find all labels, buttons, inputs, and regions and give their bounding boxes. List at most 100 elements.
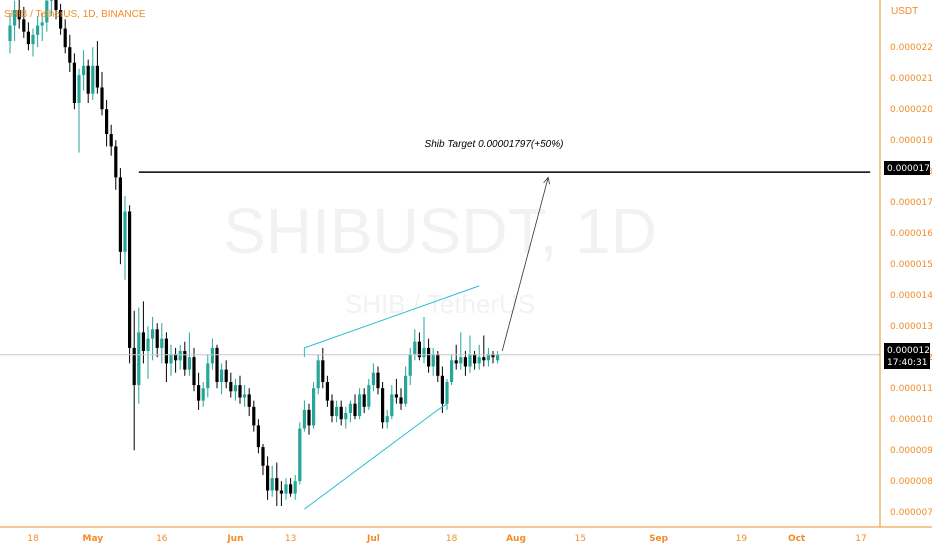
- candle-body: [270, 478, 274, 491]
- candle-body: [59, 10, 63, 29]
- candle-body: [82, 65, 86, 76]
- candle-body: [491, 354, 495, 358]
- candle-body: [100, 87, 104, 110]
- watermark: SHIBUSDT, 1D SHIB / TetherUS: [223, 195, 657, 319]
- time-axis-tick-label: May: [82, 534, 103, 544]
- candle-body: [247, 394, 251, 407]
- candles: [8, 0, 500, 506]
- candle-body: [436, 354, 440, 376]
- price-axis-tick-label: 0.00001700: [890, 198, 932, 208]
- candle-body: [261, 447, 265, 466]
- time-axis-tick-label: 18: [446, 534, 458, 544]
- candle-body: [105, 109, 109, 134]
- candle-body: [404, 375, 408, 404]
- candle-body: [155, 329, 159, 348]
- candle-body: [252, 406, 256, 426]
- currency-label: USDT: [891, 6, 919, 17]
- time-axis[interactable]: 18 May 16 Jun 13 Jul 18 Aug 15 Sep 19 Oct 17: [27, 534, 866, 544]
- candle-body: [109, 134, 113, 147]
- candle-body: [486, 354, 490, 361]
- price-axis-tick-label: 0.00002100: [890, 74, 932, 84]
- price-axis[interactable]: 0.00000700 0.00000800 0.00000900 0.00001000…: [890, 43, 932, 518]
- time-axis-tick-label: 17: [855, 534, 866, 544]
- candle-body: [178, 351, 182, 361]
- price-axis-tick-label: 0.00001500: [890, 260, 932, 270]
- time-axis-tick-label: Oct: [788, 534, 806, 544]
- candle-body: [17, 10, 21, 20]
- wedge-upper-trendline[interactable]: [303, 285, 480, 358]
- candle-body: [339, 406, 343, 420]
- drawings[interactable]: [0, 171, 880, 510]
- candle-body: [26, 31, 30, 45]
- candle-body: [482, 357, 486, 361]
- watermark-symbol: SHIBUSDT, 1D: [223, 195, 657, 267]
- candle-body: [174, 354, 178, 361]
- price-axis-tick-label: 0.00001000: [890, 415, 932, 425]
- current-price-tag-text: 0.00001208: [887, 346, 932, 356]
- candle-body: [302, 409, 306, 429]
- candle-body: [371, 372, 375, 386]
- target-price-tag-text: 0.00001797: [887, 164, 932, 174]
- candle-body: [431, 354, 435, 367]
- candle-body: [137, 332, 141, 386]
- candle-body: [13, 10, 17, 26]
- candle-body: [141, 332, 145, 351]
- candle-body: [385, 416, 389, 423]
- candle-body: [31, 34, 35, 45]
- projection-arrow[interactable]: [501, 177, 549, 352]
- candle-body: [206, 363, 210, 389]
- candle-body: [238, 385, 242, 398]
- wedge-lower-trendline[interactable]: [304, 403, 448, 510]
- candle-body: [197, 385, 201, 401]
- time-axis-tick-label: Jun: [226, 534, 243, 544]
- candle-body: [468, 354, 472, 367]
- candle-body: [316, 360, 320, 389]
- candle-body: [8, 25, 12, 41]
- candle-body: [123, 211, 127, 252]
- candle-body: [192, 357, 196, 386]
- candle-body: [390, 394, 394, 417]
- candle-body: [22, 19, 26, 32]
- candle-body: [40, 22, 44, 26]
- price-axis-tick-label: 0.00001100: [890, 384, 932, 394]
- target-annotation[interactable]: Shib Target 0.00001797(+50%): [425, 139, 564, 150]
- candle-body: [45, 0, 49, 23]
- candle-body: [376, 372, 380, 389]
- candle-body: [463, 357, 467, 367]
- candle-body: [348, 403, 352, 413]
- candle-body: [473, 354, 477, 364]
- candle-body: [367, 385, 371, 407]
- symbol-label[interactable]: SHIB / TetherUS, 1D, BINANCE: [4, 9, 146, 20]
- candle-body: [496, 354, 500, 361]
- price-axis-tick-label: 0.00001300: [890, 322, 932, 332]
- time-axis-tick-label: Jul: [366, 534, 380, 544]
- current-price-tag: [884, 343, 930, 369]
- candle-body: [49, 0, 53, 1]
- candle-body: [243, 394, 247, 398]
- price-axis-tick-label: 0.00000700: [890, 508, 932, 518]
- candle-body: [344, 413, 348, 420]
- price-axis-tick-label: 0.00001400: [890, 291, 932, 301]
- time-axis-tick-label: 19: [736, 534, 748, 544]
- price-axis-tick-label: 0.00000800: [890, 477, 932, 487]
- candle-body: [275, 478, 279, 491]
- time-axis-tick-label: 16: [156, 534, 168, 544]
- candle-body: [151, 329, 155, 339]
- candle-body: [440, 375, 444, 404]
- candle-body: [394, 394, 398, 398]
- candle-body: [256, 425, 260, 448]
- candle-body: [266, 465, 270, 491]
- candle-body: [132, 347, 136, 386]
- candle-body: [224, 369, 228, 382]
- price-tags: 0.00001797 0.00001208 17:40:31: [884, 161, 932, 369]
- candle-body: [362, 394, 366, 407]
- candle-body: [118, 177, 122, 252]
- candle-body: [399, 397, 403, 404]
- price-axis-tick-label: 0.00001600: [890, 229, 932, 239]
- candle-body: [293, 481, 297, 494]
- candle-body: [128, 211, 132, 348]
- candle-body: [54, 0, 58, 10]
- candle-body: [312, 388, 316, 426]
- candle-body: [146, 338, 150, 351]
